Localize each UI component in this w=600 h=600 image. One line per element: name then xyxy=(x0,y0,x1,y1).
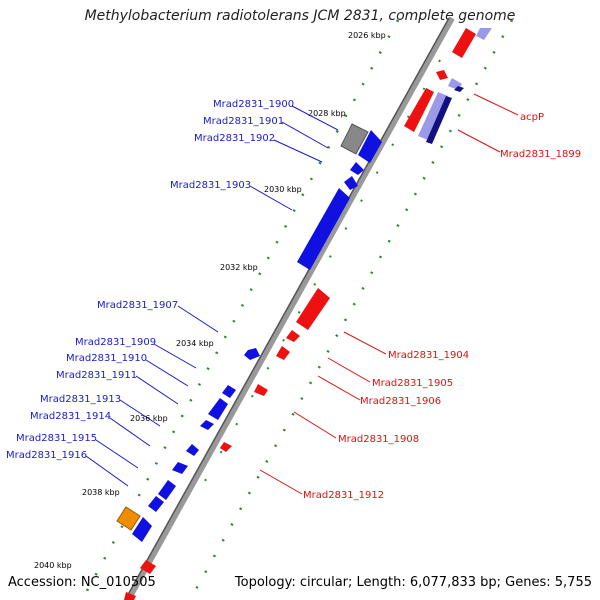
gene-mrad2831-1911[interactable] xyxy=(200,420,214,430)
gene-blue-bottom[interactable] xyxy=(132,517,152,542)
gene-orange[interactable] xyxy=(116,506,141,531)
gene-label[interactable]: Mrad2831_1912 xyxy=(303,490,384,501)
gene-mrad2831-1899[interactable] xyxy=(404,88,434,132)
gene-label[interactable]: Mrad2831_1901 xyxy=(203,116,284,127)
kbp-tick: 2038 kbp xyxy=(82,488,120,497)
gene-mrad2831-1916[interactable] xyxy=(148,496,164,512)
gene-navy-1[interactable] xyxy=(454,86,464,92)
kbp-tick: 2026 kbp xyxy=(348,31,386,40)
gene-mrad2831-1905[interactable] xyxy=(286,330,300,342)
kbp-tick: 2028 kbp xyxy=(308,109,346,118)
gene-label[interactable]: Mrad2831_1899 xyxy=(500,149,581,160)
gene-label[interactable]: Mrad2831_1914 xyxy=(30,411,111,422)
gene-label[interactable]: Mrad2831_1910 xyxy=(66,353,147,364)
gene-label[interactable]: Mrad2831_1900 xyxy=(213,99,294,110)
kbp-tick: 2030 kbp xyxy=(264,185,302,194)
gene-label[interactable]: Mrad2831_1916 xyxy=(6,450,87,461)
gene-mrad2831-1914[interactable] xyxy=(172,462,188,474)
gene-label[interactable]: acpP xyxy=(520,112,544,123)
gene-mrad2831-1915[interactable] xyxy=(158,480,176,500)
gene-mrad2831-1908[interactable] xyxy=(254,384,268,396)
gene-mrad2831-1903a[interactable] xyxy=(344,176,358,190)
gene-lavender-2[interactable] xyxy=(418,92,448,140)
gene-label[interactable]: Mrad2831_1906 xyxy=(360,396,441,407)
gene-mrad2831-1903[interactable] xyxy=(297,188,350,270)
topology-label: Topology: circular; Length: 6,077,833 bp… xyxy=(234,575,592,590)
gene-bottom-red-2[interactable] xyxy=(124,592,136,600)
gene-mrad2831-1907[interactable] xyxy=(244,348,260,360)
gene-label[interactable]: Mrad2831_1905 xyxy=(372,378,453,389)
gene-navy-2[interactable] xyxy=(426,96,452,144)
gene-mrad2831-1913[interactable] xyxy=(186,444,199,456)
gene-top-red[interactable] xyxy=(452,28,476,58)
gene-label[interactable]: Mrad2831_1903 xyxy=(170,180,251,191)
gene-mrad2831-1912[interactable] xyxy=(220,442,232,452)
gene-top-lavender[interactable] xyxy=(476,28,492,40)
kbp-tick: 2032 kbp xyxy=(220,263,258,272)
gene-mrad2831-1910[interactable] xyxy=(208,398,228,420)
genome-backbone-highlight xyxy=(124,17,450,600)
gene-bottom-red-1[interactable] xyxy=(140,560,156,574)
gene-label[interactable]: Mrad2831_1908 xyxy=(338,434,419,445)
accession-label: Accession: NC_010505 xyxy=(8,575,156,590)
gene-mrad2831-1906[interactable] xyxy=(276,346,290,360)
gene-label[interactable]: Mrad2831_1915 xyxy=(16,433,97,444)
gene-label[interactable]: Mrad2831_1913 xyxy=(40,394,121,405)
right-leader-lines xyxy=(259,93,519,495)
kbp-tick: 2040 kbp xyxy=(34,561,72,570)
gene-mrad2831-1901[interactable] xyxy=(358,130,382,163)
gene-mrad2831-1909[interactable] xyxy=(222,385,236,398)
gene-acpp[interactable] xyxy=(436,70,448,80)
gene-label[interactable]: Mrad2831_1902 xyxy=(194,133,275,144)
gene-mrad2831-1900[interactable] xyxy=(340,123,369,155)
left-leader-lines xyxy=(85,105,339,487)
gene-label[interactable]: Mrad2831_1911 xyxy=(56,370,137,381)
gene-label[interactable]: Mrad2831_1904 xyxy=(388,350,469,361)
kbp-tick: 2034 kbp xyxy=(176,339,214,348)
gene-mrad2831-1904[interactable] xyxy=(296,288,330,330)
page-title: Methylobacterium radiotolerans JCM 2831,… xyxy=(84,8,516,24)
gene-label[interactable]: Mrad2831_1909 xyxy=(75,337,156,348)
gene-mrad2831-1902[interactable] xyxy=(350,162,364,175)
gene-label[interactable]: Mrad2831_1907 xyxy=(97,300,178,311)
genome-backbone xyxy=(125,16,455,600)
